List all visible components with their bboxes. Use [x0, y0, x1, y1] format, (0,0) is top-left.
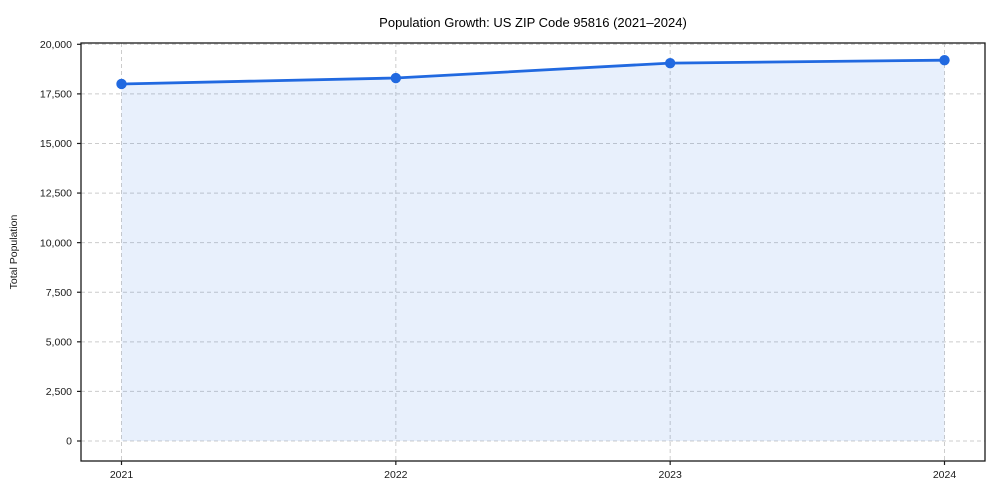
plot-frame	[80, 42, 986, 462]
chart-title: Population Growth: US ZIP Code 95816 (20…	[379, 15, 687, 30]
y-tick-label: 2,500	[46, 386, 72, 398]
trend-line	[120, 58, 946, 86]
data-point-marker	[664, 57, 676, 69]
y-tick-label: 12,500	[40, 188, 72, 200]
y-tick-label: 15,000	[40, 138, 72, 150]
x-tick-label: 2023	[658, 469, 682, 481]
y-tick-label: 7,500	[46, 287, 72, 299]
data-point-marker	[390, 72, 402, 84]
x-tick-label: 2024	[933, 469, 957, 481]
area-fill	[121, 60, 945, 441]
data-point-marker	[116, 78, 127, 90]
y-tick-label: 17,500	[40, 88, 72, 100]
y-tick-label: 10,000	[40, 237, 72, 249]
y-axis-label: Total Population	[8, 214, 20, 289]
x-tick-label: 2022	[384, 469, 408, 481]
data-point-marker	[939, 54, 950, 66]
y-tick-label: 0	[66, 436, 72, 448]
y-tick-label: 20,000	[40, 39, 72, 51]
x-tick-label: 2021	[110, 469, 134, 481]
y-tick-label: 5,000	[46, 336, 72, 348]
